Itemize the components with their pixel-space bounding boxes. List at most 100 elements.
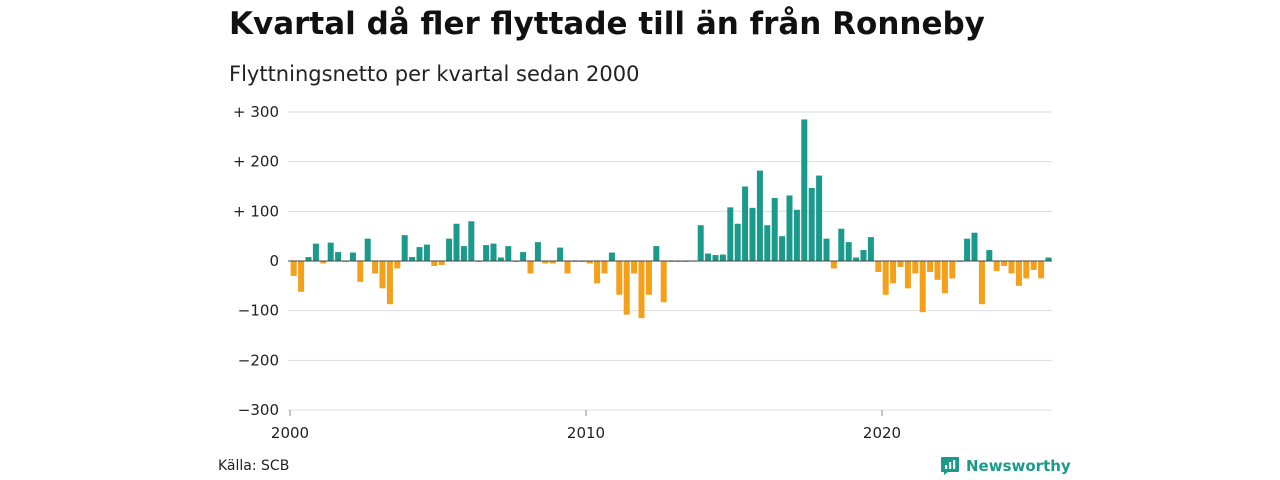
y-tick-label: −200 — [238, 351, 279, 369]
bar — [1001, 261, 1008, 266]
brand-logo: Newsworthy — [940, 456, 1071, 476]
bar — [779, 236, 786, 261]
y-tick-label: −300 — [238, 401, 279, 419]
bar — [749, 207, 756, 261]
bar — [793, 209, 800, 261]
bar — [653, 246, 660, 261]
bar — [838, 228, 845, 261]
bar — [364, 238, 371, 261]
bar — [460, 246, 467, 261]
y-axis-ticks: + 300 + 200 + 100 0 −100 −200 −300 — [233, 103, 279, 419]
bar — [697, 225, 704, 261]
bar — [978, 261, 985, 305]
bar — [327, 242, 334, 261]
bar — [705, 253, 712, 261]
bar — [631, 261, 638, 274]
bar — [912, 261, 919, 274]
bar — [986, 250, 993, 261]
bar — [298, 261, 305, 292]
x-tick-label: 2000 — [271, 424, 309, 442]
bar — [645, 261, 652, 295]
bar — [505, 246, 512, 261]
bar — [497, 257, 504, 261]
bar — [594, 261, 601, 284]
bar — [409, 257, 416, 261]
bar — [853, 257, 860, 261]
bar — [823, 238, 830, 261]
y-tick-label: −100 — [238, 302, 279, 320]
bar — [801, 119, 808, 261]
bar — [601, 261, 608, 274]
bar — [1008, 261, 1015, 274]
bar — [490, 243, 497, 261]
bar — [964, 238, 971, 261]
bar — [1045, 257, 1052, 261]
bar — [934, 261, 941, 280]
bar — [453, 223, 460, 261]
bar — [468, 221, 475, 261]
bar — [357, 261, 364, 282]
bar — [320, 261, 327, 264]
bar — [1030, 261, 1037, 270]
bar — [335, 252, 342, 261]
bar — [386, 261, 393, 305]
bar — [483, 245, 490, 261]
bar — [431, 261, 438, 266]
bar — [875, 261, 882, 272]
bar — [1038, 261, 1045, 279]
bar — [423, 244, 430, 261]
chart-title: Kvartal då fler flyttade till än från Ro… — [229, 6, 985, 42]
bar — [446, 238, 453, 261]
bar — [786, 195, 793, 261]
bar — [993, 261, 1000, 271]
source-label: Källa: SCB — [218, 458, 290, 474]
bar — [845, 242, 852, 261]
bar — [372, 261, 379, 274]
bar — [623, 261, 630, 315]
y-tick-label: + 200 — [233, 153, 279, 171]
bar — [660, 261, 667, 303]
bar — [549, 261, 556, 264]
x-tick-label: 2020 — [863, 424, 901, 442]
bar — [830, 261, 837, 269]
bar-chart: + 300 + 200 + 100 0 −100 −200 −300 2000 2010 202… — [233, 103, 1052, 442]
bar — [312, 243, 319, 261]
bars — [288, 119, 1052, 319]
chart-subtitle: Flyttningsnetto per kvartal sedan 2000 — [229, 62, 640, 86]
bar — [904, 261, 911, 289]
bar — [564, 261, 571, 274]
bar — [520, 252, 527, 261]
bar — [860, 250, 867, 261]
bar — [586, 261, 593, 264]
bar — [290, 261, 297, 276]
bar — [882, 261, 889, 295]
bar — [756, 170, 763, 261]
bar — [712, 255, 719, 261]
y-tick-label: + 300 — [233, 103, 279, 121]
bar — [438, 261, 445, 265]
brand-name: Newsworthy — [966, 457, 1071, 475]
bar — [771, 197, 778, 261]
bar — [401, 235, 408, 261]
bar — [542, 261, 549, 264]
bar — [971, 232, 978, 261]
bar — [638, 261, 645, 319]
bar — [919, 261, 926, 313]
bar — [734, 223, 741, 261]
bar — [394, 261, 401, 269]
bar — [941, 261, 948, 294]
bar — [927, 261, 934, 272]
x-axis-ticks: 2000 2010 2020 — [271, 410, 901, 442]
y-tick-label: + 100 — [233, 202, 279, 220]
bar — [527, 261, 534, 274]
bar — [764, 225, 771, 261]
bar — [742, 186, 749, 261]
bar — [897, 261, 904, 267]
bar — [608, 252, 615, 261]
bar — [534, 242, 541, 261]
bar — [890, 261, 897, 284]
bar — [305, 257, 312, 261]
bar — [416, 247, 423, 261]
bar — [816, 175, 823, 261]
y-tick-label: 0 — [269, 252, 279, 270]
